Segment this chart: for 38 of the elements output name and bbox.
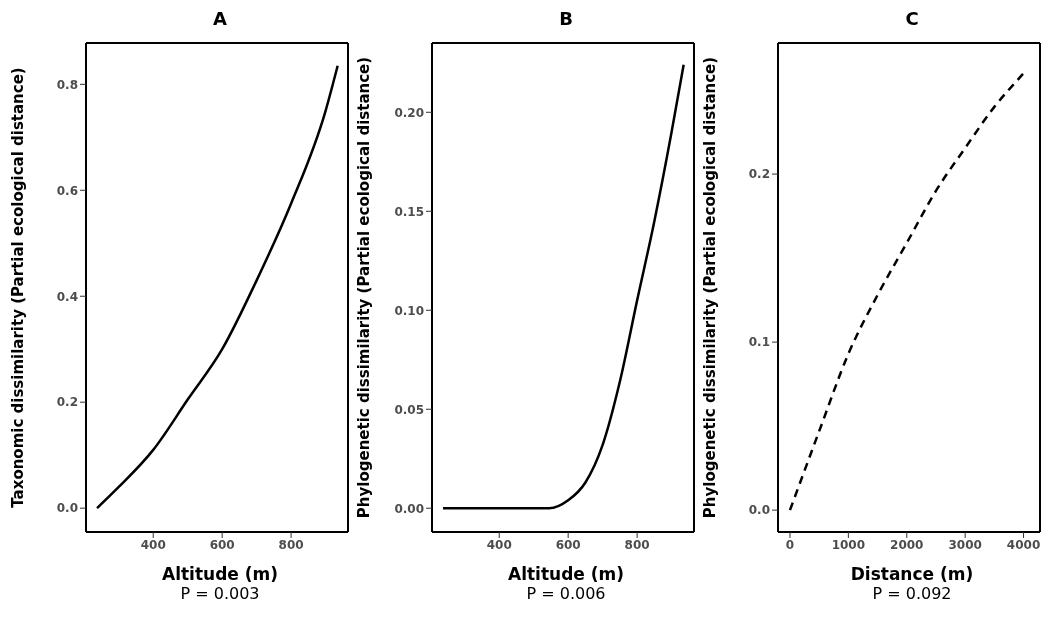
y-tick-label: 0.6 xyxy=(56,183,78,198)
x-tick-label: 400 xyxy=(140,537,166,552)
x-tick-label: 600 xyxy=(209,537,235,552)
x-axis-title: Altitude (m) xyxy=(506,564,625,584)
chart-title: C xyxy=(904,8,920,31)
x-tick-label: 400 xyxy=(486,537,512,552)
y-tick-label: 0.00 xyxy=(394,501,424,516)
text: P = 0.006 xyxy=(525,584,607,603)
x-axis-title: Altitude (m) xyxy=(160,564,279,584)
x-tick-label: 800 xyxy=(278,537,304,552)
chart-title: B xyxy=(558,8,574,31)
x-tick-label: 1000 xyxy=(831,537,866,552)
text: P = 0.092 xyxy=(871,584,953,603)
x-tick-label: 0 xyxy=(785,537,795,552)
text: P = 0.003 xyxy=(179,584,261,603)
y-tick-label: 0.4 xyxy=(56,289,78,304)
y-tick-label: 0.1 xyxy=(748,335,770,350)
x-tick-label: 4000 xyxy=(1006,537,1041,552)
chart-title: A xyxy=(212,8,228,31)
y-tick-label: 0.0 xyxy=(748,503,770,518)
line-series xyxy=(441,63,685,510)
y-axis-title: Phylogenetic dissimilarity (Partial ecological distance) xyxy=(355,56,374,519)
x-axis-title: Distance (m) xyxy=(849,564,975,584)
y-tick-label: 0.2 xyxy=(748,167,770,182)
y-tick-label: 0.10 xyxy=(394,303,424,318)
x-tick-label: 800 xyxy=(624,537,650,552)
y-tick-label: 0.20 xyxy=(394,105,424,120)
x-tick-label: 3000 xyxy=(948,537,982,552)
y-tick-label: 0.05 xyxy=(394,402,424,417)
y-tick-label: 0.0 xyxy=(56,501,78,516)
y-tick-label: 0.2 xyxy=(56,395,78,410)
y-axis-title: Phylogenetic dissimilarity (Partial ecological distance) xyxy=(701,56,720,519)
line-series xyxy=(95,64,339,510)
x-tick-label: 2000 xyxy=(890,537,924,552)
x-tick-label: 600 xyxy=(555,537,581,552)
y-axis-title: Taxonomic dissimilarity (Partial ecological distance) xyxy=(9,67,28,508)
y-tick-label: 0.8 xyxy=(56,77,78,92)
y-tick-label: 0.15 xyxy=(394,204,424,219)
